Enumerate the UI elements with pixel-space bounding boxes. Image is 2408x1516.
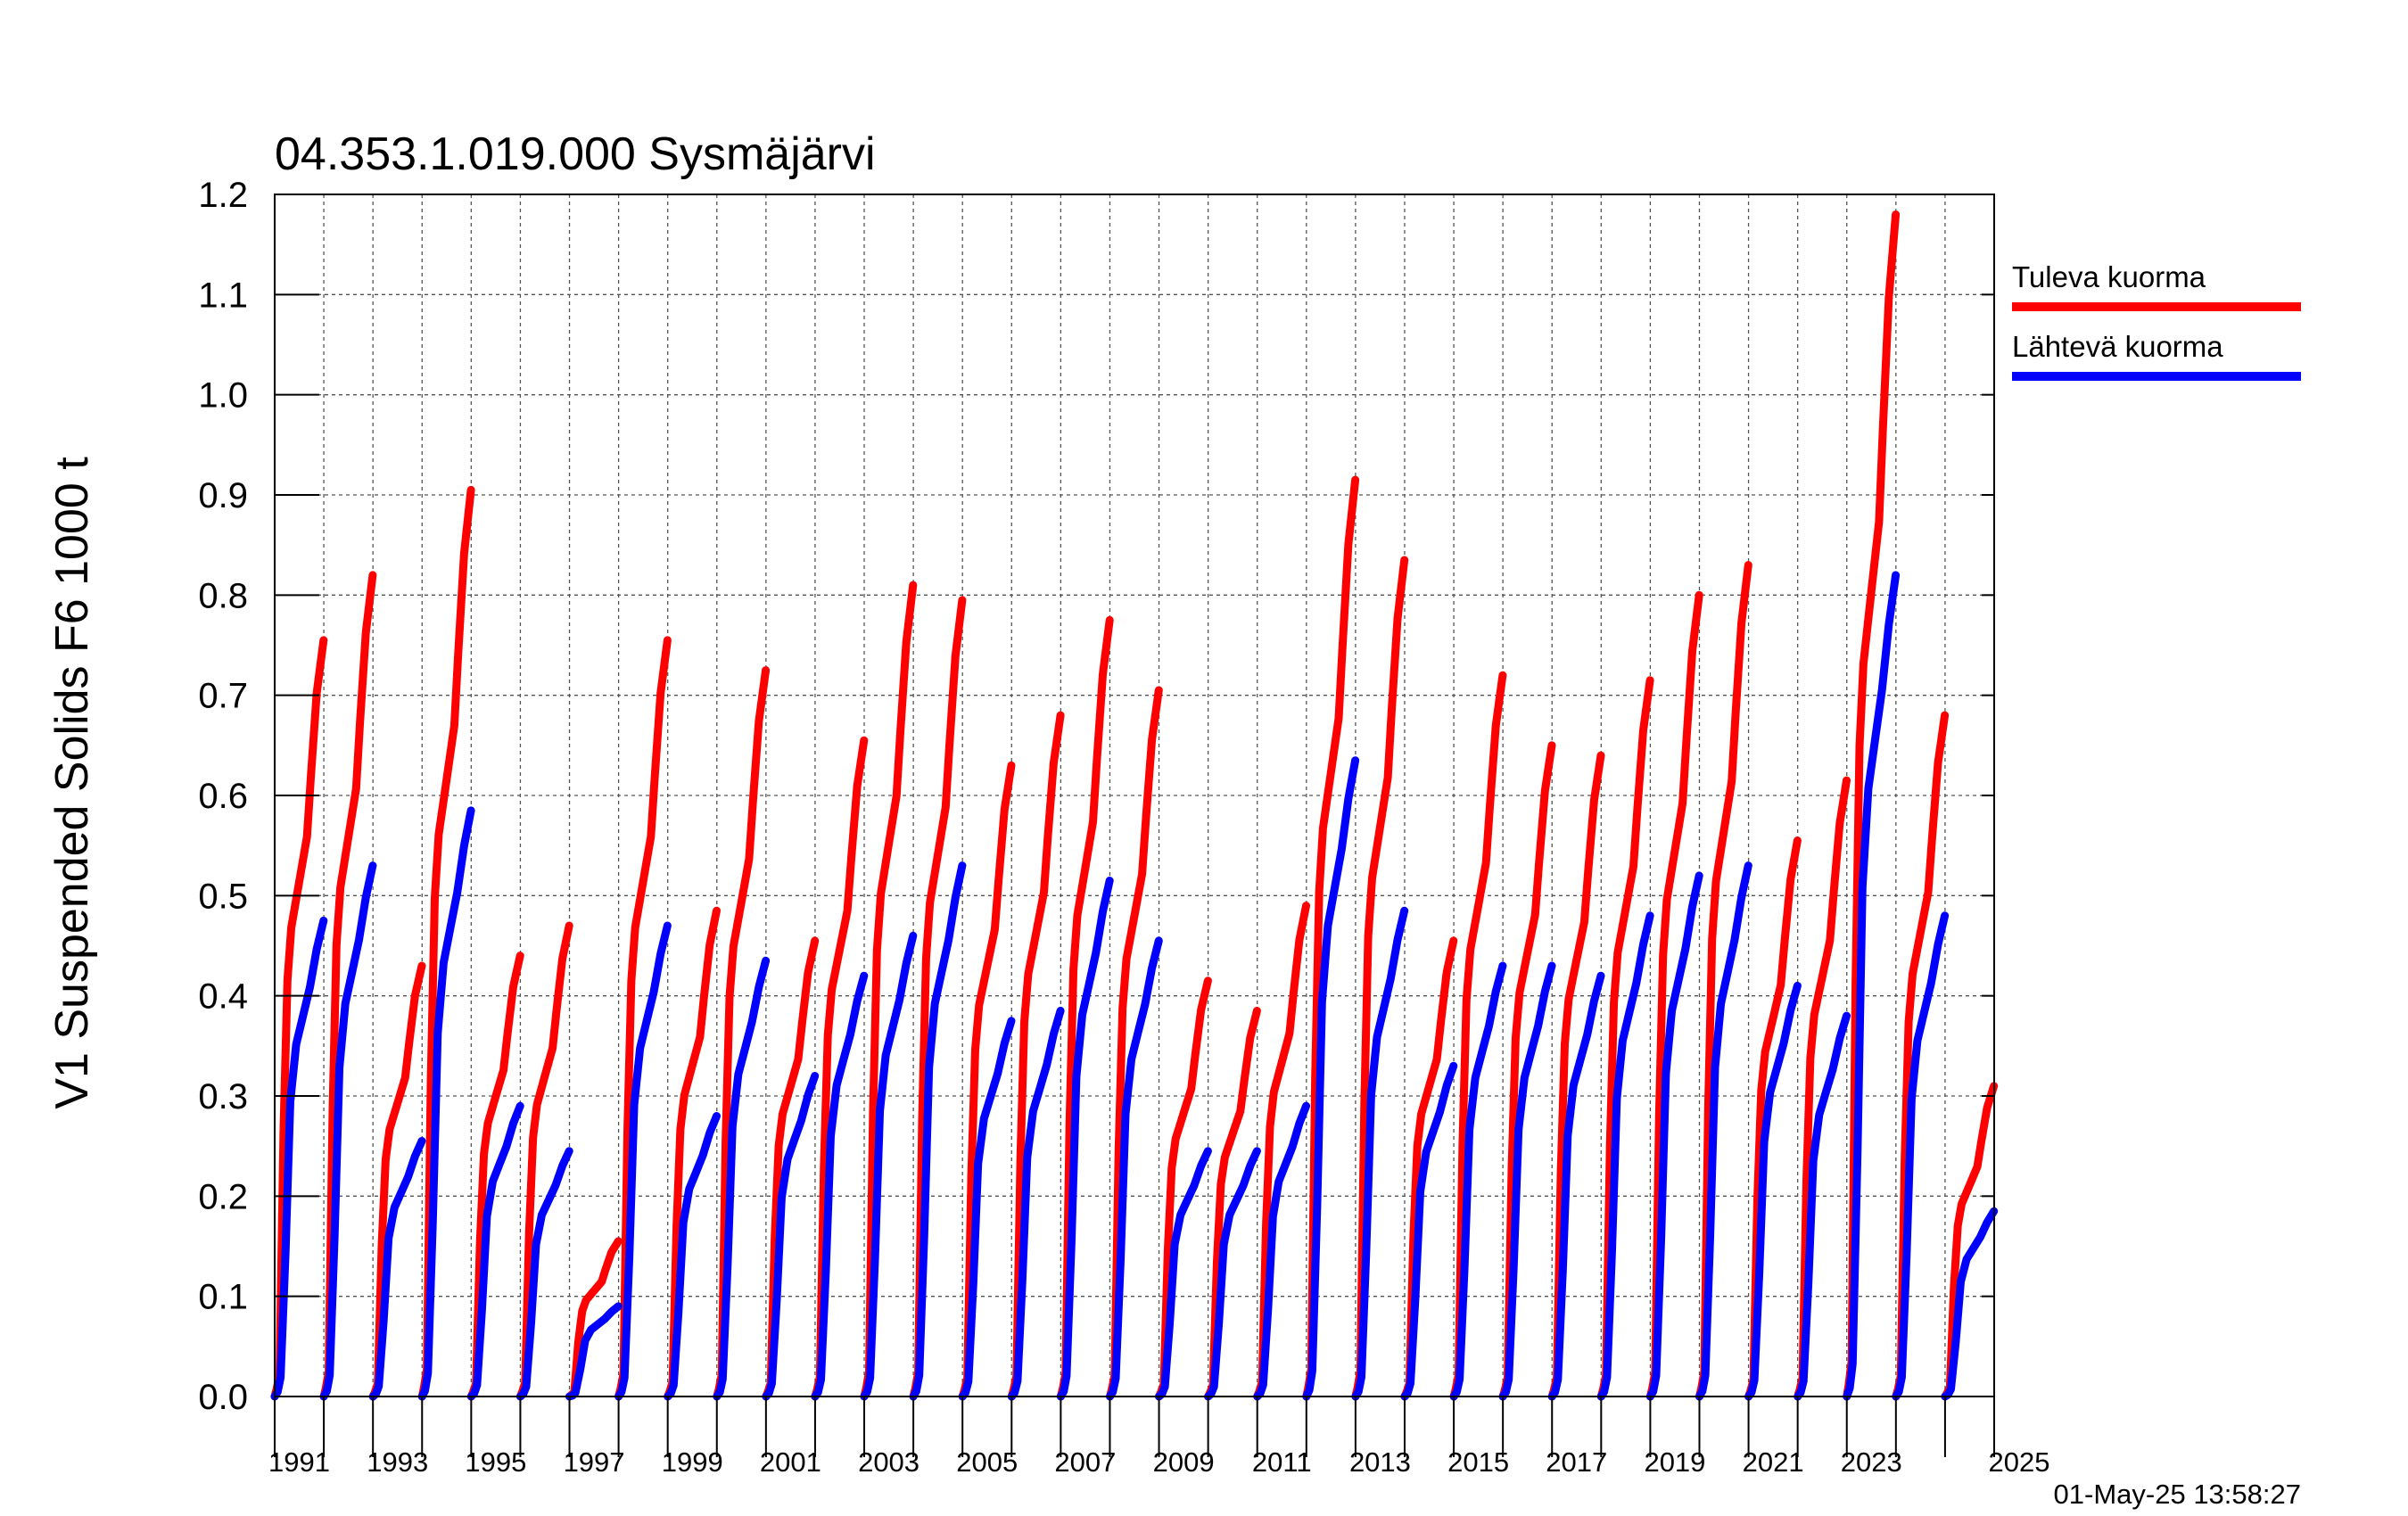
x-tick-label: 2011 xyxy=(1252,1446,1312,1478)
x-tick-labels: 1991 1993 1995 1997 1999 2001 2003 2005 2007 2009… xyxy=(268,1446,2049,1478)
series-lahteva-year xyxy=(1106,936,1163,1401)
x-tick-label: 1995 xyxy=(465,1446,526,1478)
series-lahteva-year xyxy=(1253,1101,1310,1401)
y-tick-label: 0.7 xyxy=(198,677,248,716)
legend-label-lahteva: Lähtevä kuorma xyxy=(2012,330,2223,363)
x-tick-label: 1993 xyxy=(367,1446,428,1478)
series-lahteva-year xyxy=(515,1147,573,1401)
series-lahteva-year xyxy=(1302,756,1360,1401)
series-lahteva-year xyxy=(1695,861,1752,1401)
legend-label-tuleva: Tuleva kuorma xyxy=(2012,260,2206,293)
x-tick-label: 2013 xyxy=(1349,1446,1411,1478)
y-tick-label: 0.6 xyxy=(198,777,248,816)
x-tick-label: 2017 xyxy=(1546,1446,1607,1478)
series-lahteva-year xyxy=(1892,911,1950,1401)
x-tick-label: 2025 xyxy=(1989,1446,2050,1478)
x-tick-label: 1999 xyxy=(662,1446,723,1478)
series-lahteva-year xyxy=(713,956,771,1401)
x-tick-label: 2005 xyxy=(956,1446,1018,1478)
series-lahteva-year xyxy=(1645,871,1703,1401)
y-tick-label: 0.9 xyxy=(198,476,248,515)
series-lahteva-year xyxy=(1596,911,1654,1401)
chart-title: 04.353.1.019.000 Sysmäjärvi xyxy=(275,128,876,180)
x-tick-label: 2001 xyxy=(760,1446,821,1478)
series-lahteva-year xyxy=(1056,877,1114,1401)
y-tick-label: 0.2 xyxy=(198,1177,248,1216)
series-lahteva-year xyxy=(811,971,869,1401)
series-lahteva-year xyxy=(270,916,328,1401)
series-lahteva-year xyxy=(1794,1011,1851,1401)
series-lahteva-year xyxy=(1744,981,1802,1401)
series-lahteva-year xyxy=(1204,1147,1261,1401)
x-tick-label: 2009 xyxy=(1153,1446,1215,1478)
x-tick-label: 2003 xyxy=(858,1446,919,1478)
series-lahteva-year xyxy=(1941,1207,1999,1401)
timestamp: 01-May-25 13:58:27 xyxy=(2054,1479,2301,1510)
series-layer xyxy=(270,210,1999,1401)
series-lahteva-year xyxy=(664,1112,721,1401)
x-tick-label: 1991 xyxy=(268,1446,330,1478)
series-lahteva-year xyxy=(1155,1147,1212,1401)
series-lahteva-year xyxy=(1547,971,1605,1401)
x-tick-label: 2019 xyxy=(1644,1446,1705,1478)
y-tick-label: 0.3 xyxy=(198,1077,248,1116)
y-tick-label: 0.4 xyxy=(198,977,248,1017)
series-lahteva-year xyxy=(1843,571,1901,1401)
y-tick-label: 0.1 xyxy=(198,1278,248,1317)
series-lahteva-year xyxy=(1498,961,1556,1401)
x-tick-label: 2015 xyxy=(1447,1446,1509,1478)
y-tick-label: 0.8 xyxy=(198,576,248,615)
series-lahteva-year xyxy=(1449,961,1507,1401)
series-lahteva-year xyxy=(1007,1007,1065,1401)
y-tick-labels: 0.0 0.1 0.2 0.3 0.4 0.5 0.6 0.7 0.8 0.9 1.0 1.1 1.2 xyxy=(198,176,248,1417)
x-tick-label: 2023 xyxy=(1841,1446,1902,1478)
series-lahteva-year xyxy=(909,861,967,1401)
series-lahteva-year xyxy=(319,861,377,1401)
series-lahteva-year xyxy=(762,1072,820,1401)
x-tick-label: 1997 xyxy=(564,1446,625,1478)
y-tick-label: 1.1 xyxy=(198,276,248,315)
series-lahteva-year xyxy=(417,806,475,1401)
y-axis-label: V1 Suspended Solids F6 1000 t xyxy=(46,457,98,1109)
series-lahteva-year xyxy=(1351,906,1409,1401)
x-tick-label: 2007 xyxy=(1054,1446,1116,1478)
series-lahteva-year xyxy=(466,1101,524,1401)
series-lahteva-year xyxy=(368,1137,426,1401)
y-tick-label: 1.0 xyxy=(198,376,248,416)
y-tick-label: 0.0 xyxy=(198,1378,248,1417)
series-lahteva-year xyxy=(565,1302,623,1401)
series-lahteva-year xyxy=(860,931,918,1401)
axes xyxy=(274,194,1995,1457)
plot-frame xyxy=(274,194,1995,1397)
series-lahteva-year xyxy=(614,921,672,1401)
series-lahteva-year xyxy=(1400,1061,1458,1401)
y-tick-label: 1.2 xyxy=(198,176,248,215)
series-lahteva-year xyxy=(958,1017,1016,1401)
y-tick-label: 0.5 xyxy=(198,877,248,916)
legend: Tuleva kuorma Lähtevä kuorma xyxy=(2012,260,2301,381)
x-tick-label: 2021 xyxy=(1743,1446,1804,1478)
